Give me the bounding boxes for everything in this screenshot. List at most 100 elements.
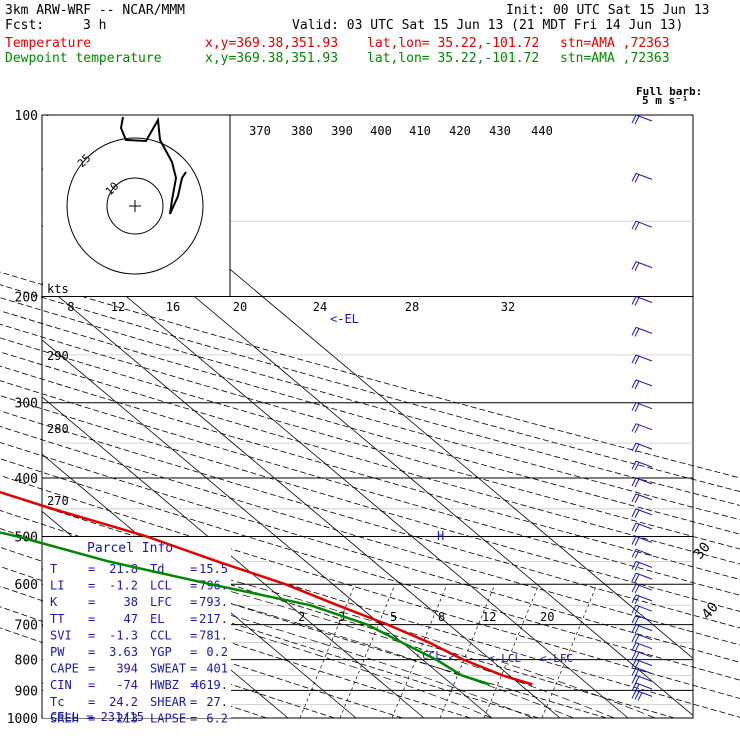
wind-barb <box>631 493 653 504</box>
theta-label-420: 420 <box>449 124 471 138</box>
parcel-key: K <box>50 595 58 609</box>
wind-barb <box>631 354 653 365</box>
theta-left-label-280: 280 <box>47 422 69 436</box>
parcel-eq: = <box>190 595 197 609</box>
parcel-eq: = <box>88 695 95 709</box>
parcel-eq: = <box>190 562 197 576</box>
parcel-value: 781. <box>199 628 228 642</box>
hodograph-axis-label-8: 8 <box>67 300 74 314</box>
parcel-key: LAPSE <box>150 711 186 725</box>
forecast-hours: 3 h <box>83 18 107 33</box>
pressure-label-400: 400 <box>15 472 38 487</box>
pressure-label-800: 800 <box>15 654 38 669</box>
parcel-eq: = <box>88 628 95 642</box>
pressure-label-100: 100 <box>15 109 38 124</box>
temperature-profile <box>0 490 533 686</box>
theta-label-370: 370 <box>249 124 271 138</box>
hodograph-axis-label-32: 32 <box>501 300 515 314</box>
wind-barb <box>631 172 653 183</box>
parcel-value: 27. <box>206 695 228 709</box>
pressure-label-200: 200 <box>15 291 38 306</box>
model-title: 3km ARW-WRF -- NCAR/MMM <box>5 3 186 18</box>
theta-label-390: 390 <box>331 124 353 138</box>
hodograph-axis-label-28: 28 <box>405 300 419 314</box>
legend-dewpoint-stn: stn=AMA ,72363 <box>560 51 670 66</box>
theta-label-410: 410 <box>409 124 431 138</box>
parcel-value: 401 <box>206 662 228 676</box>
parcel-value: 15.5 <box>199 562 228 576</box>
isotherm-line <box>41 339 493 719</box>
theta-label-380: 380 <box>291 124 313 138</box>
wind-barb <box>631 522 653 533</box>
parcel-value: -1.3 <box>109 628 138 642</box>
parcel-value: 6.2 <box>206 711 228 725</box>
wind-barb <box>631 614 653 625</box>
parcel-key: T <box>50 562 57 576</box>
parcel-eq: = <box>88 612 95 626</box>
wind-barb <box>631 624 653 634</box>
parcel-key: LI <box>50 579 64 593</box>
wind-barb <box>631 379 653 390</box>
wind-barb <box>631 261 653 271</box>
parcel-key: SREH <box>50 711 79 725</box>
wind-barb <box>631 650 653 661</box>
isotherm-line <box>41 225 629 719</box>
mixing-ratio-line <box>439 584 496 719</box>
parcel-value: 4619. <box>192 678 228 692</box>
dry-adiabat <box>0 475 740 699</box>
parcel-value: 793. <box>199 595 228 609</box>
dry-adiabat <box>0 351 740 565</box>
legend-temperature-latlon: lat,lon= 35.22,-101.72 <box>367 36 540 51</box>
parcel-eq: = <box>190 711 197 725</box>
forecast-label: Fcst: <box>5 18 45 33</box>
parcel-key: LFC <box>150 595 172 609</box>
parcel-eq: = <box>88 579 95 593</box>
legend-temperature-stn: stn=AMA ,72363 <box>560 36 670 51</box>
wind-barb <box>631 548 653 559</box>
isotherm-label-40: 40 <box>699 599 722 622</box>
mixing-ratio-label-2: 2 <box>298 610 305 624</box>
isotherm-line <box>41 282 561 719</box>
parcel-info-title: Parcel Info <box>87 541 173 556</box>
hodograph-units-label: kts <box>47 282 69 296</box>
dry-adiabat <box>0 337 740 550</box>
init-time: Init: 00 UTC Sat 15 Jun 13 <box>506 3 710 18</box>
wind-barb <box>631 642 653 652</box>
legend-temperature-name: Temperature <box>5 36 92 51</box>
wind-barb <box>631 442 653 453</box>
marker-lcl: <-LCL <box>488 652 521 665</box>
parcel-value: 3.63 <box>109 645 138 659</box>
parcel-key: CCL <box>150 628 172 642</box>
parcel-key: SWEAT <box>150 662 186 676</box>
wind-barb <box>631 560 653 571</box>
dry-adiabat <box>0 585 403 719</box>
parcel-key: CAPE <box>50 662 79 676</box>
theta-left-label-270: 270 <box>47 494 69 508</box>
parcel-eq: = <box>190 678 197 692</box>
parcel-eq: = <box>190 612 197 626</box>
parcel-value: 213 <box>116 711 138 725</box>
wind-barb <box>631 583 653 594</box>
parcel-eq: = <box>88 662 95 676</box>
wind-barb <box>631 477 653 488</box>
parcel-key: LCL <box>150 579 172 593</box>
mixing-ratio-line <box>339 584 396 719</box>
parcel-key: TT <box>50 612 64 626</box>
dry-adiabat <box>0 365 740 580</box>
wind-barb <box>631 572 653 583</box>
wind-barb <box>631 402 653 412</box>
parcel-value: 217. <box>199 612 228 626</box>
parcel-key: YGP <box>150 645 172 659</box>
dry-adiabat <box>0 458 740 681</box>
isotherm-label-30: 30 <box>691 539 714 562</box>
isotherm-line <box>41 396 425 719</box>
pressure-label-600: 600 <box>15 578 38 593</box>
parcel-value: 0.2 <box>206 645 228 659</box>
parcel-eq: = <box>190 695 197 709</box>
parcel-eq: = <box>190 579 197 593</box>
hodograph-axis-label-24: 24 <box>313 300 327 314</box>
wind-barb <box>631 689 653 701</box>
dry-adiabat <box>0 546 539 719</box>
hodograph-ring-outer <box>66 137 204 275</box>
